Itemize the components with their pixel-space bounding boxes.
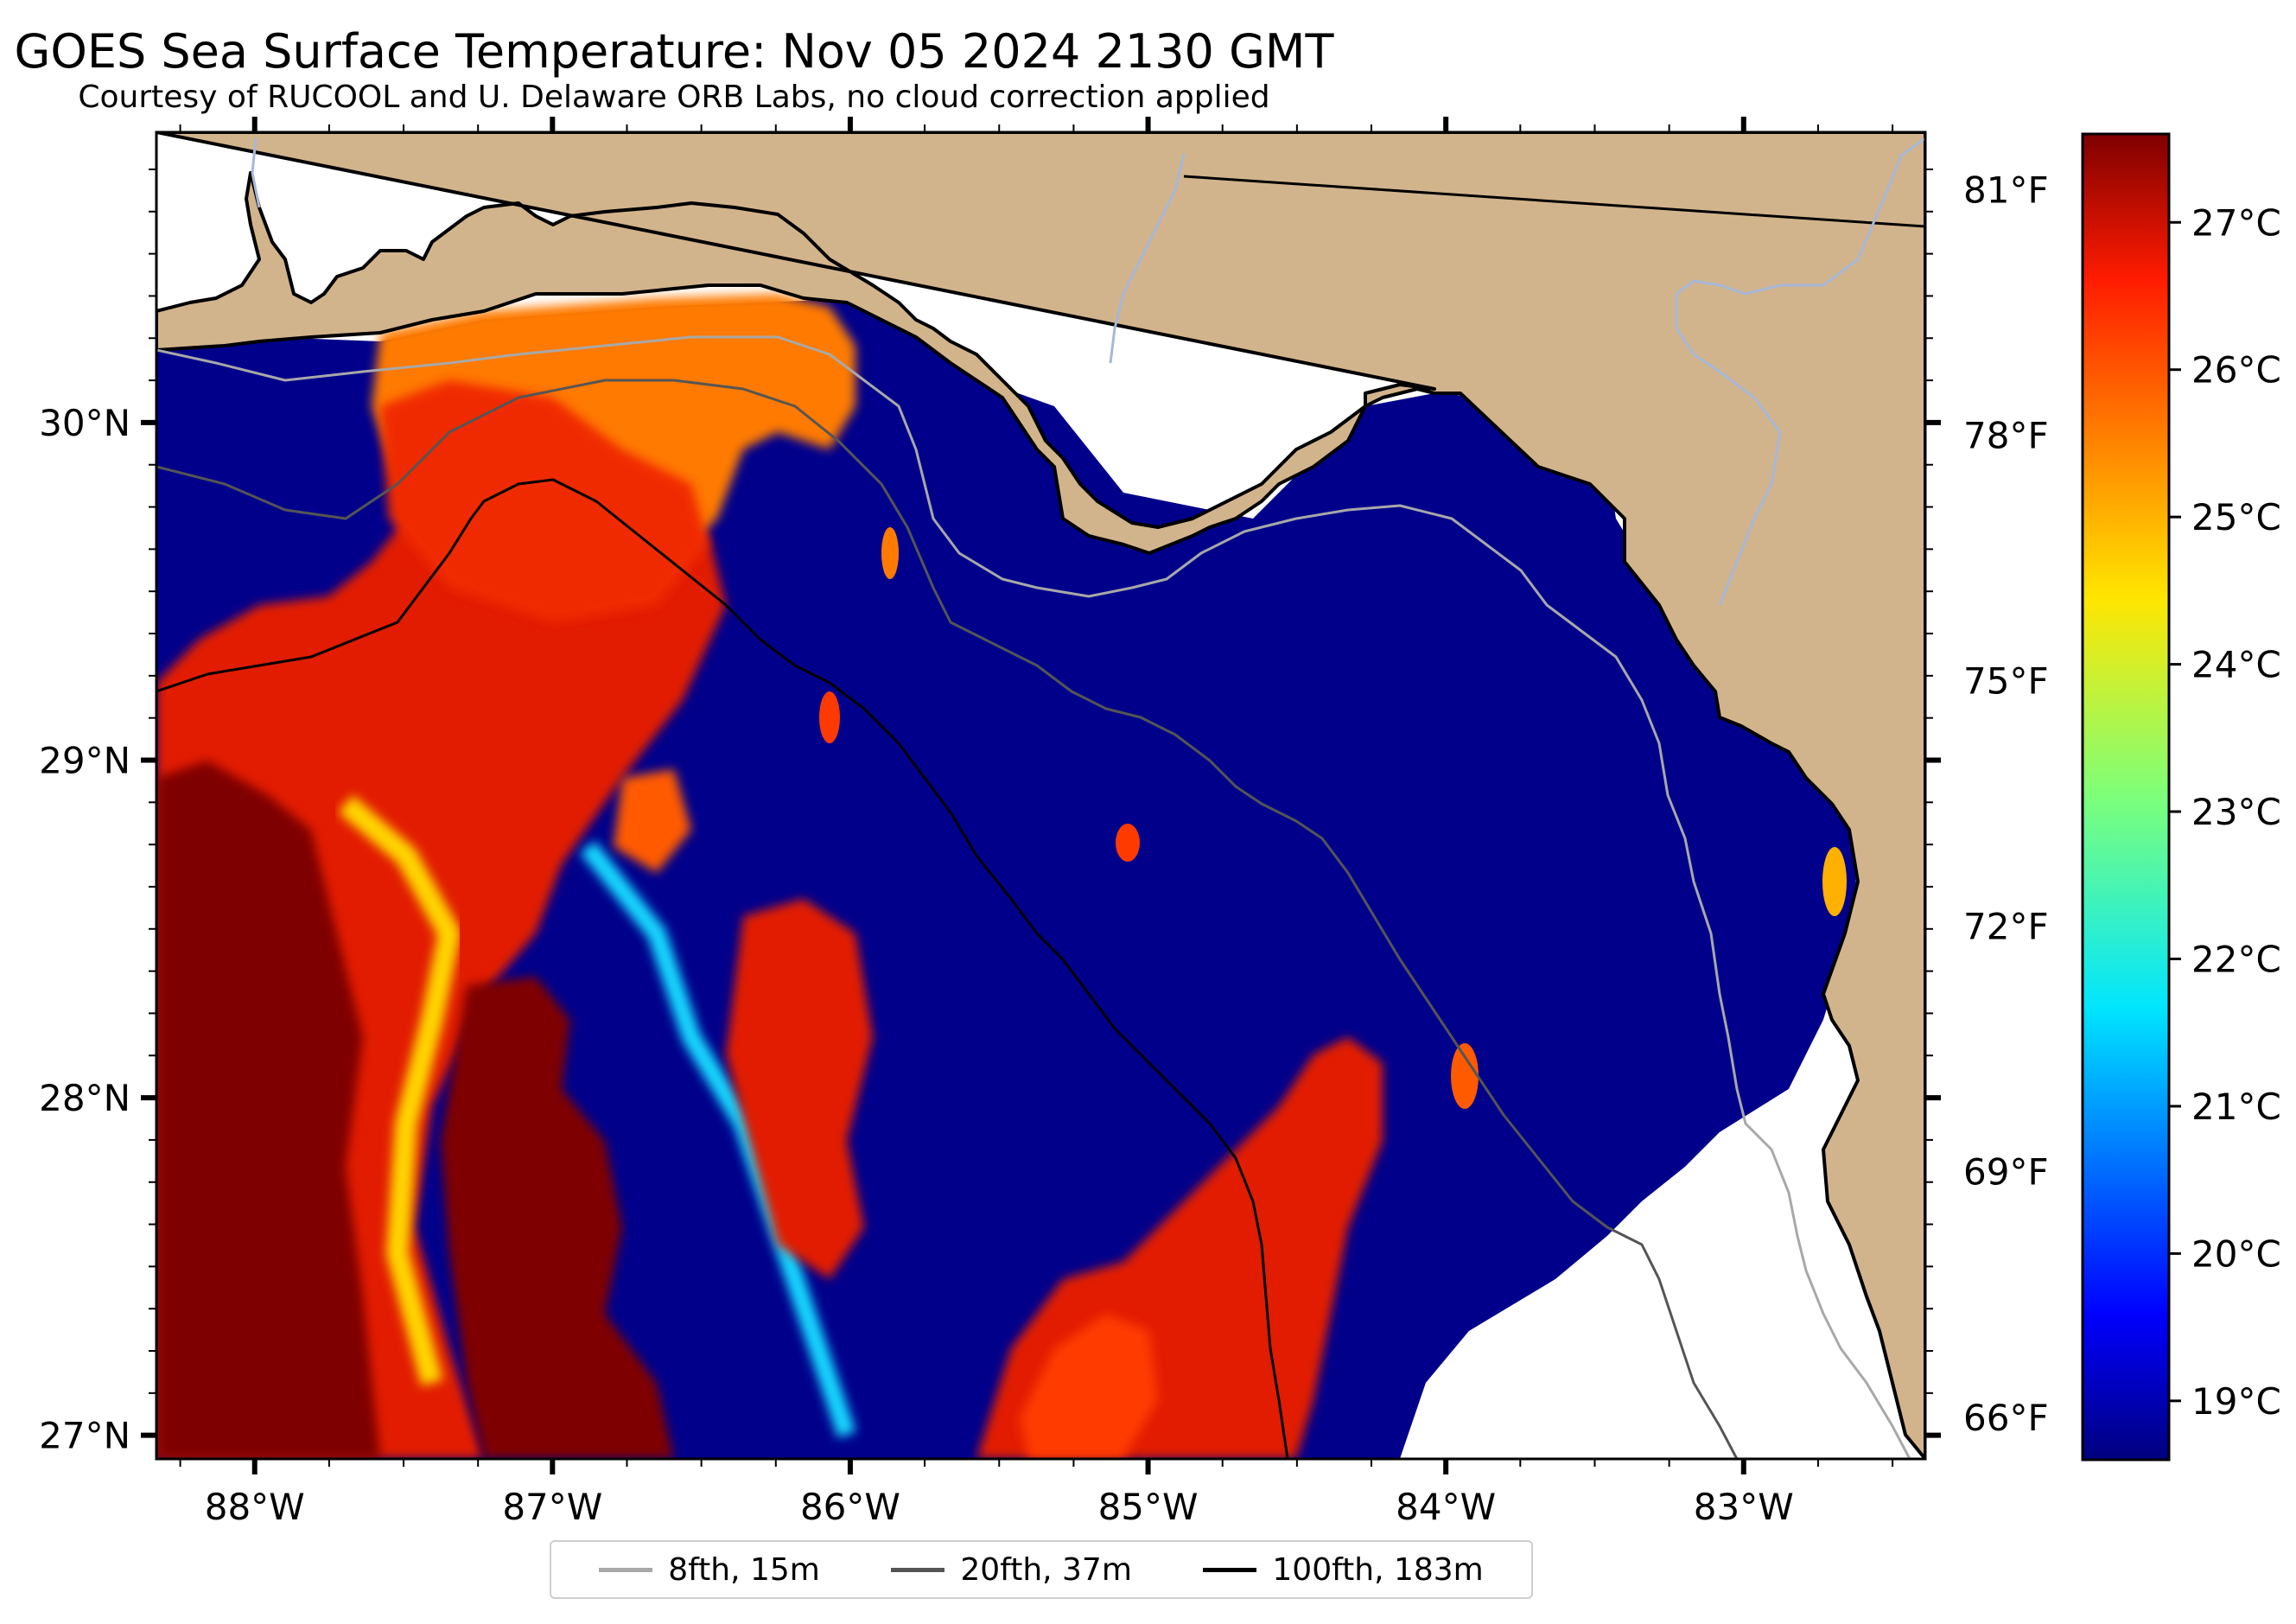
fahrenheit-tick-label: 81°F [1963, 169, 2049, 211]
legend-label-20fth: 20fth, 37m [960, 1551, 1132, 1588]
sst-mid-patch [726, 899, 873, 1279]
chart-subtitle: Courtesy of RUCOOL and U. Delaware ORB L… [78, 80, 1270, 115]
sst-spot-mid-2 [819, 691, 840, 743]
river-2 [1675, 137, 1925, 606]
legend-item-100fth: 100fth, 183m [1203, 1551, 1484, 1588]
legend-item-20fth: 20fth, 37m [891, 1552, 1132, 1588]
isobath-legend: 8fth, 15m 20fth, 37m 100fth, 183m [550, 1540, 1533, 1599]
colorbar-tick-label: 24°C [2191, 644, 2281, 686]
river-1 [1109, 153, 1186, 364]
colorbar-axis: 19°C 20°C 21°C 22°C 23°C 24°C 25°C 26°C 27°C [2169, 201, 2281, 1423]
colorbar-tick-label: 25°C [2191, 496, 2281, 538]
lat-tick-label: 30°N [39, 402, 130, 444]
lon-tick-label: 87°W [502, 1486, 602, 1528]
fahrenheit-tick-label: 72°F [1963, 906, 2049, 948]
sst-western-darkred [156, 761, 380, 1459]
colorbar-tick-label: 20°C [2191, 1232, 2281, 1275]
isobath-20fth [156, 379, 1739, 1459]
sst-spot-mid-3 [881, 527, 899, 579]
colorbar-tick-label: 26°C [2191, 349, 2281, 392]
fahrenheit-tick-label: 66°F [1963, 1397, 2049, 1439]
sst-front-yellow [338, 795, 461, 1386]
legend-swatch-8fth [599, 1567, 653, 1572]
sst-plume-red [380, 380, 709, 622]
land-mass [156, 132, 1925, 1459]
sst-mid-patch-2 [614, 769, 691, 873]
colorbar-tick-label: 22°C [2191, 938, 2281, 980]
lat-tick-label: 29°N [39, 739, 130, 781]
fahrenheit-axis-right: 66°F 69°F 72°F 75°F 78°F 81°F [1925, 168, 2049, 1439]
isobath-8fth [156, 335, 1911, 1459]
legend-swatch-20fth [891, 1567, 945, 1572]
map-frame [155, 131, 1927, 1461]
sst-spot-east-1 [1451, 1043, 1479, 1109]
state-boundary [1183, 175, 1925, 228]
sst-front-cyan [580, 841, 856, 1438]
colorbar-tick-label: 19°C [2191, 1380, 2281, 1423]
colorbar-tick-label: 27°C [2191, 201, 2281, 244]
sst-nodata-southeast [1400, 856, 1925, 1459]
fahrenheit-tick-label: 75°F [1963, 660, 2049, 703]
fahrenheit-tick-label: 78°F [1963, 414, 2049, 456]
colorbar-tick-label: 21°C [2191, 1086, 2281, 1128]
lon-tick-label: 85°W [1098, 1486, 1199, 1528]
isobath-100fth [156, 478, 1289, 1459]
lon-tick-label: 83°W [1694, 1486, 1794, 1528]
sst-southern-tongue-core [1020, 1314, 1158, 1459]
river-3 [251, 137, 261, 208]
legend-label-8fth: 8fth, 15m [668, 1551, 820, 1588]
chart-title: GOES Sea Surface Temperature: Nov 05 202… [14, 24, 1334, 79]
isobaths [156, 335, 1911, 1459]
lon-tick-label: 84°W [1396, 1486, 1496, 1528]
sst-field [156, 294, 1925, 1459]
lon-tick-label: 88°W [205, 1486, 305, 1528]
lon-axis-bottom: 88°W 87°W 86°W 85°W 84°W 83°W [179, 1459, 1894, 1528]
fahrenheit-tick-label: 69°F [1963, 1151, 2049, 1194]
colorbar [2081, 132, 2171, 1462]
sst-central-darkred [441, 977, 674, 1459]
colorbar-tick-label: 23°C [2191, 791, 2281, 833]
lon-axis-top [179, 117, 1894, 132]
legend-label-100fth: 100fth, 183m [1272, 1551, 1484, 1588]
map-area [156, 132, 1925, 1459]
lon-tick-label: 86°W [800, 1486, 900, 1528]
lat-axis-left: 27°N 28°N 29°N 30°N [39, 168, 156, 1457]
legend-item-8fth: 8fth, 15m [599, 1552, 820, 1588]
lat-tick-label: 27°N [39, 1415, 130, 1457]
sst-spot-east-2 [1822, 847, 1847, 916]
sst-spot-mid-1 [1116, 824, 1140, 862]
lat-tick-label: 28°N [39, 1077, 130, 1119]
legend-swatch-100fth [1203, 1567, 1257, 1572]
